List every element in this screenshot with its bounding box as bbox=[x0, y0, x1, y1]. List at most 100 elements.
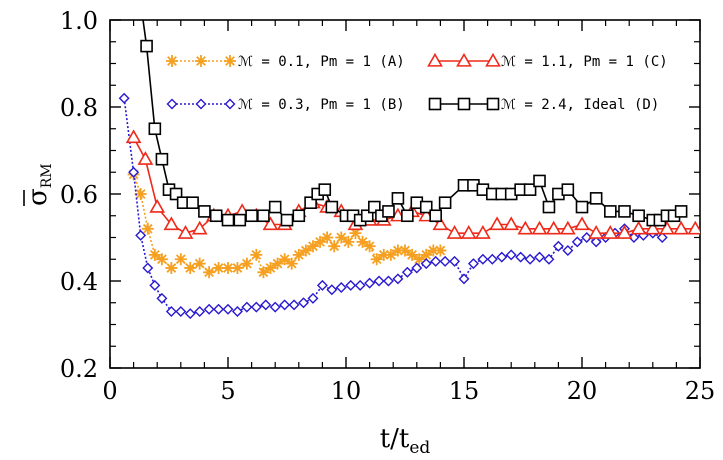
data-point-diamond bbox=[439, 255, 451, 267]
data-point-diamond bbox=[326, 284, 338, 296]
data-point-diamond bbox=[166, 98, 178, 110]
data-point-diamond bbox=[142, 262, 154, 274]
data-point-asterisk bbox=[203, 266, 216, 279]
data-point-triangle bbox=[545, 220, 562, 235]
y-tick-label: 0.8 bbox=[60, 94, 98, 122]
data-point-diamond bbox=[373, 275, 385, 287]
data-point-asterisk bbox=[377, 248, 390, 261]
data-point-diamond bbox=[364, 277, 376, 289]
data-point-triangle bbox=[485, 52, 501, 67]
legend-entry: ℳ = 0.1, Pm = 1 (A) bbox=[166, 54, 405, 70]
data-point-diamond bbox=[524, 253, 536, 265]
y-axis-title: σRM bbox=[23, 163, 55, 206]
series-square bbox=[140, 20, 688, 227]
data-point-diamond bbox=[298, 297, 310, 309]
legend-label: ℳ = 0.1, Pm = 1 (A) bbox=[238, 54, 405, 70]
data-point-asterisk bbox=[231, 261, 244, 274]
data-point-diamond bbox=[458, 273, 470, 285]
x-axis-title: t/ted bbox=[380, 424, 431, 458]
data-point-triangle bbox=[163, 216, 180, 231]
data-point-diamond bbox=[552, 240, 564, 252]
legend: ℳ = 0.1, Pm = 1 (A) ℳ = 1.1, Pm = 1 (C) ℳ … bbox=[166, 52, 668, 113]
data-point-square bbox=[674, 205, 688, 218]
data-point-diamond bbox=[316, 279, 328, 291]
data-point-asterisk bbox=[328, 240, 341, 253]
data-point-diamond bbox=[279, 299, 291, 311]
data-point-triangle bbox=[432, 216, 449, 231]
data-point-square bbox=[318, 183, 332, 196]
data-point-asterisk bbox=[285, 257, 298, 270]
data-point-square bbox=[148, 122, 162, 136]
data-point-asterisk bbox=[406, 248, 419, 261]
data-point-asterisk bbox=[391, 244, 404, 257]
data-point-square bbox=[382, 205, 395, 218]
y-tick-label: 0.6 bbox=[60, 181, 98, 209]
data-point-diamond bbox=[165, 305, 177, 317]
data-point-diamond bbox=[241, 301, 253, 313]
legend-entry: ℳ = 0.3, Pm = 1 (B) bbox=[166, 97, 405, 113]
data-point-asterisk bbox=[193, 257, 206, 270]
data-point-triangle bbox=[262, 216, 279, 231]
data-point-asterisk bbox=[342, 235, 355, 248]
data-point-diamond bbox=[590, 236, 602, 248]
legend-label: ℳ = 0.3, Pm = 1 (B) bbox=[238, 97, 405, 113]
legend-entry: ℳ = 2.4, Ideal (D) bbox=[428, 97, 659, 113]
data-point-triangle bbox=[427, 52, 443, 67]
data-point-square bbox=[233, 213, 247, 227]
series-asterisk bbox=[127, 168, 447, 279]
data-point-diamond bbox=[269, 301, 281, 313]
data-point-triangle bbox=[531, 220, 548, 235]
data-point-asterisk bbox=[363, 240, 376, 253]
data-point-square bbox=[292, 209, 306, 223]
data-point-asterisk bbox=[384, 248, 397, 261]
data-point-diamond bbox=[231, 305, 243, 317]
data-point-square bbox=[186, 196, 199, 209]
data-point-triangle bbox=[191, 220, 208, 235]
data-point-triangle bbox=[588, 225, 605, 239]
data-point-asterisk bbox=[370, 253, 383, 266]
data-point-asterisk bbox=[306, 240, 319, 253]
data-point-diamond bbox=[496, 251, 508, 263]
data-point-triangle bbox=[644, 220, 661, 235]
data-point-diamond bbox=[194, 305, 206, 317]
data-point-triangle bbox=[559, 220, 576, 235]
x-tick-label: 10 bbox=[331, 377, 362, 405]
data-point-diamond bbox=[307, 292, 319, 304]
data-point-diamond bbox=[354, 279, 366, 291]
data-point-square bbox=[209, 209, 223, 223]
data-point-diamond bbox=[203, 303, 215, 315]
data-point-square bbox=[575, 200, 589, 214]
x-tick-label: 25 bbox=[685, 377, 716, 405]
data-point-asterisk bbox=[321, 231, 334, 244]
data-point-asterisk bbox=[212, 261, 225, 274]
data-point-triangle bbox=[630, 220, 647, 235]
data-point-square bbox=[419, 200, 433, 214]
data-point-diamond bbox=[562, 245, 574, 257]
data-point-diamond bbox=[467, 258, 479, 270]
data-point-diamond bbox=[224, 98, 236, 110]
data-point-square bbox=[169, 187, 183, 201]
data-point-asterisk bbox=[399, 244, 411, 257]
data-point-square bbox=[604, 205, 617, 218]
data-point-diamond bbox=[222, 303, 234, 315]
data-point-asterisk bbox=[413, 253, 426, 266]
data-point-diamond bbox=[250, 301, 262, 313]
data-point-square bbox=[221, 213, 235, 227]
data-point-triangle bbox=[673, 220, 689, 235]
data-point-diamond bbox=[430, 255, 442, 267]
data-point-asterisk bbox=[250, 248, 263, 261]
data-point-square bbox=[155, 152, 169, 166]
data-point-diamond bbox=[449, 255, 461, 267]
data-point-square bbox=[428, 97, 442, 111]
data-point-asterisk bbox=[224, 55, 236, 67]
data-point-diamond bbox=[149, 279, 161, 291]
data-point-asterisk bbox=[420, 248, 433, 261]
x-axis-title-main: t/t bbox=[380, 424, 410, 454]
data-point-triangle bbox=[137, 151, 154, 165]
data-point-diamond bbox=[175, 305, 187, 317]
data-point-square bbox=[257, 209, 270, 223]
data-point-asterisk bbox=[271, 257, 284, 270]
data-point-triangle bbox=[503, 216, 520, 231]
axis-ticks bbox=[109, 19, 701, 369]
